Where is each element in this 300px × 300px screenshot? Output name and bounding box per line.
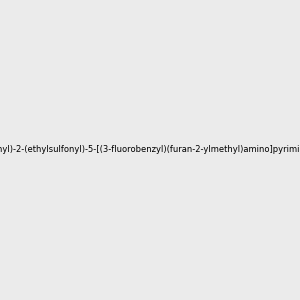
- Text: N-(3,4-dimethylphenyl)-2-(ethylsulfonyl)-5-[(3-fluorobenzyl)(furan-2-ylmethyl)am: N-(3,4-dimethylphenyl)-2-(ethylsulfonyl)…: [0, 146, 300, 154]
